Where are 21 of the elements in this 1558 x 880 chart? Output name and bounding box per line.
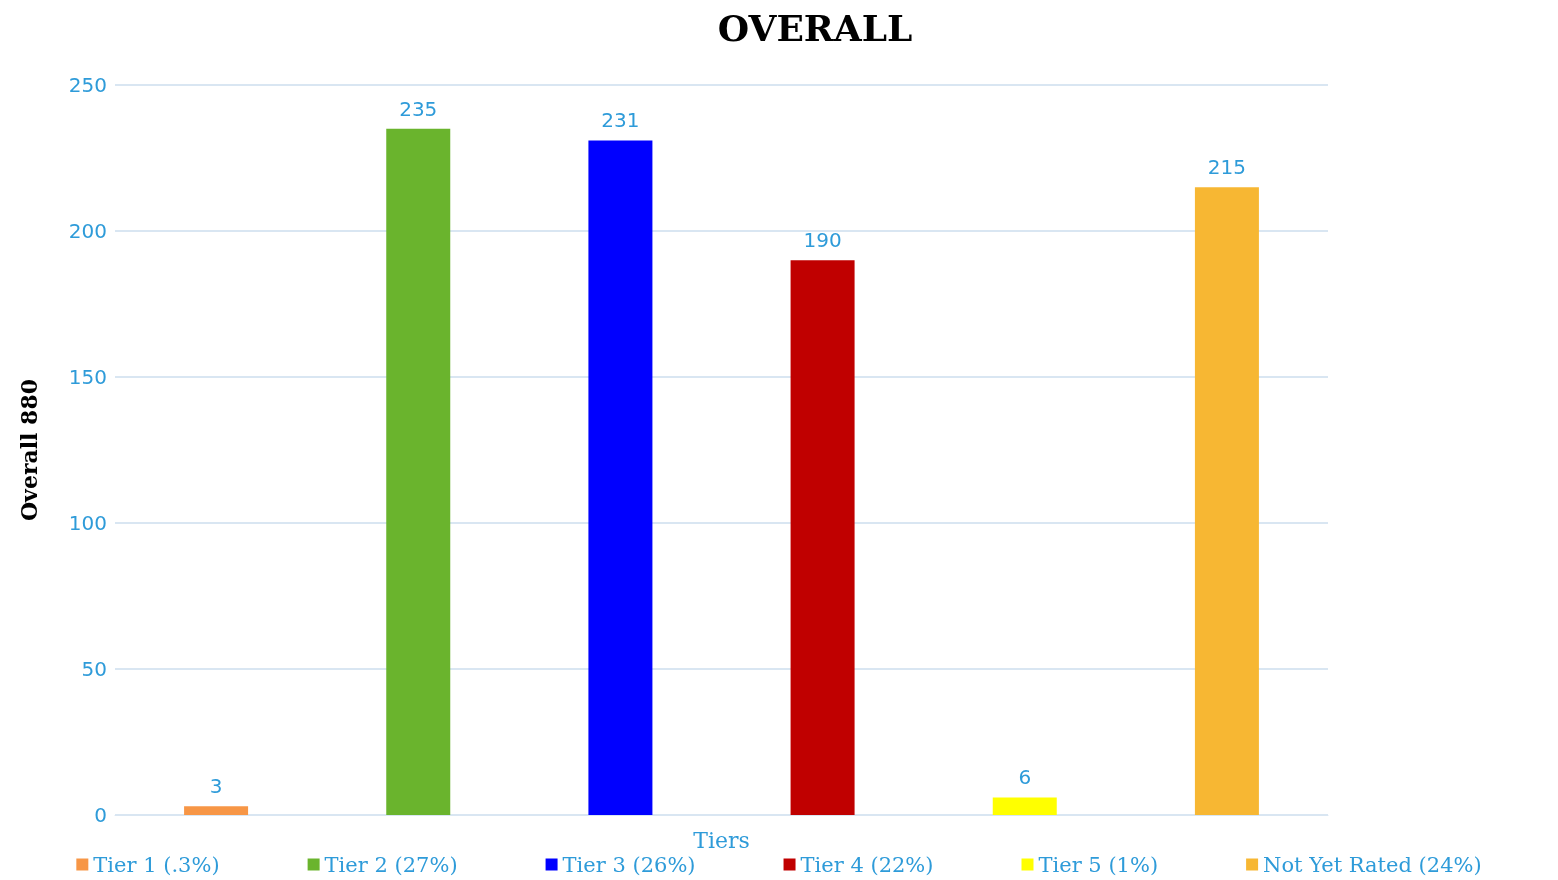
y-axis-title: Overall 880	[16, 378, 42, 522]
legend-label: Not Yet Rated (24%)	[1263, 852, 1482, 877]
data-label: 6	[1018, 765, 1032, 790]
legend-label: Tier 3 (26%)	[562, 852, 696, 877]
legend-label: Tier 5 (1%)	[1038, 852, 1159, 877]
data-label: 190	[803, 228, 842, 253]
y-tick-label: 50	[81, 657, 107, 681]
y-tick-label: 0	[94, 803, 107, 827]
y-tick-label: 250	[68, 73, 107, 97]
y-tick-label: 200	[68, 219, 107, 243]
data-label: 231	[601, 108, 640, 133]
data-label: 235	[399, 96, 438, 121]
legend-label: Tier 2 (27%)	[324, 852, 458, 877]
data-label: 215	[1207, 155, 1247, 180]
legend-label: Tier 1 (.3%)	[93, 852, 220, 877]
x-axis-title: Tiers	[693, 827, 750, 853]
chart-title: OVERALL	[717, 7, 913, 49]
y-tick-label: 100	[68, 511, 107, 535]
y-tick-label: 150	[68, 365, 107, 389]
data-label: 3	[209, 774, 223, 799]
legend-label: Tier 4 (22%)	[800, 852, 934, 877]
